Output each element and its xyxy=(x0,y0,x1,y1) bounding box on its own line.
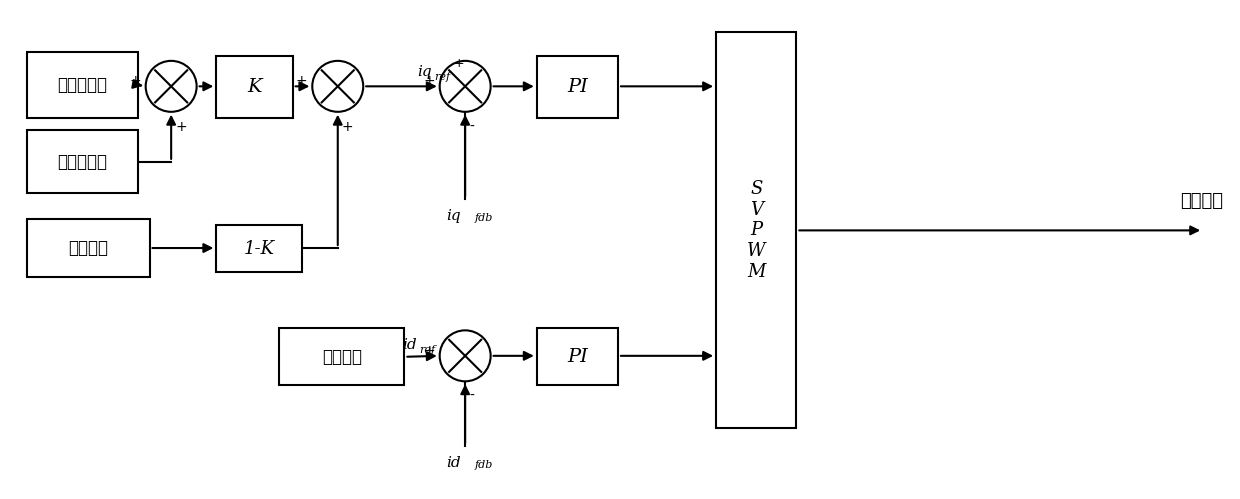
Text: PI: PI xyxy=(567,348,588,366)
Text: S
V
P
W
M: S V P W M xyxy=(746,180,765,281)
Text: id: id xyxy=(446,456,461,470)
Bar xyxy=(279,328,404,385)
Circle shape xyxy=(440,61,491,112)
Bar xyxy=(537,328,618,385)
Text: +: + xyxy=(129,74,141,88)
Text: +: + xyxy=(175,120,187,134)
Text: id: id xyxy=(403,338,417,352)
Text: -: - xyxy=(469,389,474,403)
Bar xyxy=(27,52,138,118)
Text: fdb: fdb xyxy=(475,213,494,223)
Bar xyxy=(715,32,796,428)
Text: +: + xyxy=(342,120,353,134)
Text: iq: iq xyxy=(446,209,461,223)
Text: iq: iq xyxy=(417,65,432,79)
Circle shape xyxy=(312,61,363,112)
Text: PI: PI xyxy=(567,78,588,96)
Text: +: + xyxy=(296,74,308,88)
Circle shape xyxy=(440,330,491,381)
Bar xyxy=(537,56,618,118)
Text: +: + xyxy=(454,57,464,70)
Text: ref: ref xyxy=(419,345,435,355)
Text: 防溜坡补偿: 防溜坡补偿 xyxy=(57,153,108,171)
Bar xyxy=(27,219,150,277)
Text: fdb: fdb xyxy=(475,460,494,470)
Text: +: + xyxy=(423,344,435,358)
Circle shape xyxy=(145,61,197,112)
Text: +: + xyxy=(423,74,435,88)
Text: 1-K: 1-K xyxy=(244,240,275,257)
Bar xyxy=(216,226,303,271)
Text: 至逆变器: 至逆变器 xyxy=(1179,192,1223,210)
Bar xyxy=(27,130,138,193)
Text: 速度调节器: 速度调节器 xyxy=(57,76,108,94)
Text: -: - xyxy=(469,120,474,134)
Text: 励磁给定: 励磁给定 xyxy=(321,348,362,366)
Text: K: K xyxy=(247,78,262,96)
Text: ref: ref xyxy=(434,71,450,81)
Bar xyxy=(216,56,293,118)
Text: 油门给定: 油门给定 xyxy=(68,239,108,257)
